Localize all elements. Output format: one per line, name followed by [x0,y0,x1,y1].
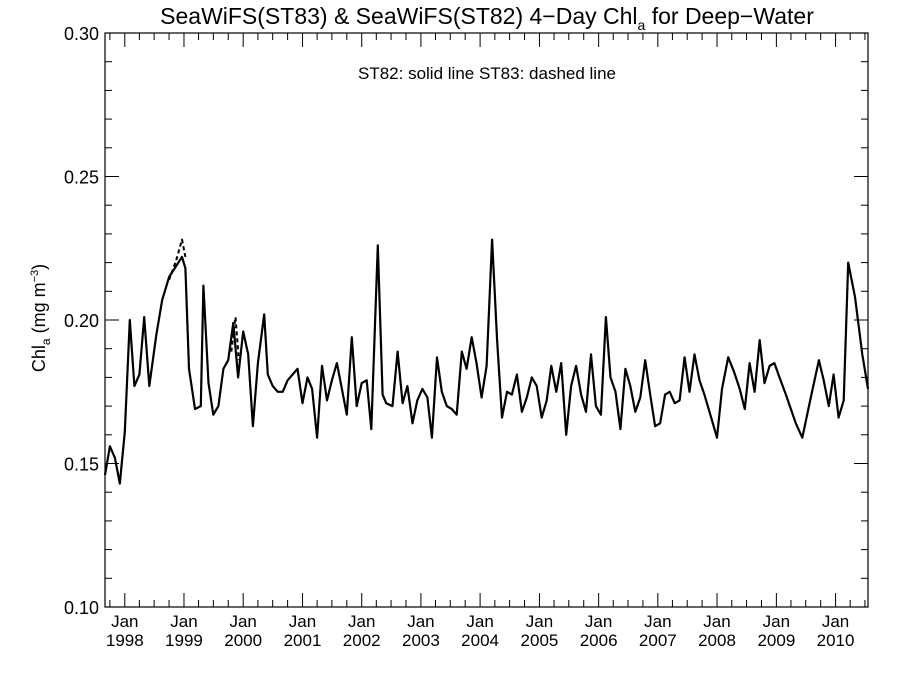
x-tick-label-month: Jan [526,612,553,631]
x-tick-label-month: Jan [703,612,730,631]
x-tick-label-month: Jan [111,612,138,631]
chart-title-subscript: a [638,17,646,33]
x-tick-label-year: 2004 [461,631,499,650]
y-tick-label: 0.10 [64,598,99,618]
chart-title-tail: for Deep−Water [645,3,814,29]
series-line-st82-0 [103,238,870,485]
y-tick-label: 0.30 [64,24,99,44]
x-tick-label-year: 1998 [106,631,144,650]
x-tick-label-year: 2001 [284,631,322,650]
x-tick-label-year: 2006 [580,631,618,650]
x-tick-label-month: Jan [348,612,375,631]
x-tick-label-year: 2010 [817,631,855,650]
plot-frame [104,32,869,608]
x-tick-label-year: 2000 [224,631,262,650]
y-axis-label-subscript: a [39,338,53,345]
y-axis-label-superscript: −3 [29,270,41,283]
axes: 0.100.150.200.250.30Jan1998Jan1999Jan200… [64,24,868,650]
x-tick-label-year: 2003 [402,631,440,650]
chart-title: SeaWiFS(ST83) & SeaWiFS(ST82) 4−Day Chla… [160,3,814,33]
y-tick-label: 0.15 [64,455,99,475]
x-tick-label-month: Jan [585,612,612,631]
y-axis-label-close: ) [29,264,49,270]
series-group [103,238,870,485]
x-tick-label-month: Jan [229,612,256,631]
x-tick-label-month: Jan [822,612,849,631]
y-axis-label: Chla (mg m−3) [29,264,53,372]
x-tick-label-month: Jan [466,612,493,631]
series-annotation: ST82: solid line ST83: dashed line [358,64,616,83]
series-line-st83-1 [168,238,187,281]
x-tick-label-month: Jan [763,612,790,631]
chart-title-main: SeaWiFS(ST83) & SeaWiFS(ST82) 4−Day Chl [160,3,637,29]
y-tick-label: 0.20 [64,311,99,331]
y-axis-label-unit: (mg m [29,282,49,338]
x-tick-label-year: 2009 [757,631,795,650]
x-tick-label-year: 2007 [639,631,677,650]
x-tick-label-month: Jan [170,612,197,631]
x-tick-label-month: Jan [289,612,316,631]
series-line-st83-2 [230,316,240,361]
y-tick-label: 0.25 [64,168,99,188]
x-tick-label-year: 1999 [165,631,203,650]
x-tick-label-year: 2005 [521,631,559,650]
x-tick-label-year: 2002 [343,631,381,650]
x-tick-label-month: Jan [644,612,671,631]
y-axis-label-main: Chl [29,345,49,372]
x-tick-label-month: Jan [407,612,434,631]
x-tick-label-year: 2008 [698,631,736,650]
